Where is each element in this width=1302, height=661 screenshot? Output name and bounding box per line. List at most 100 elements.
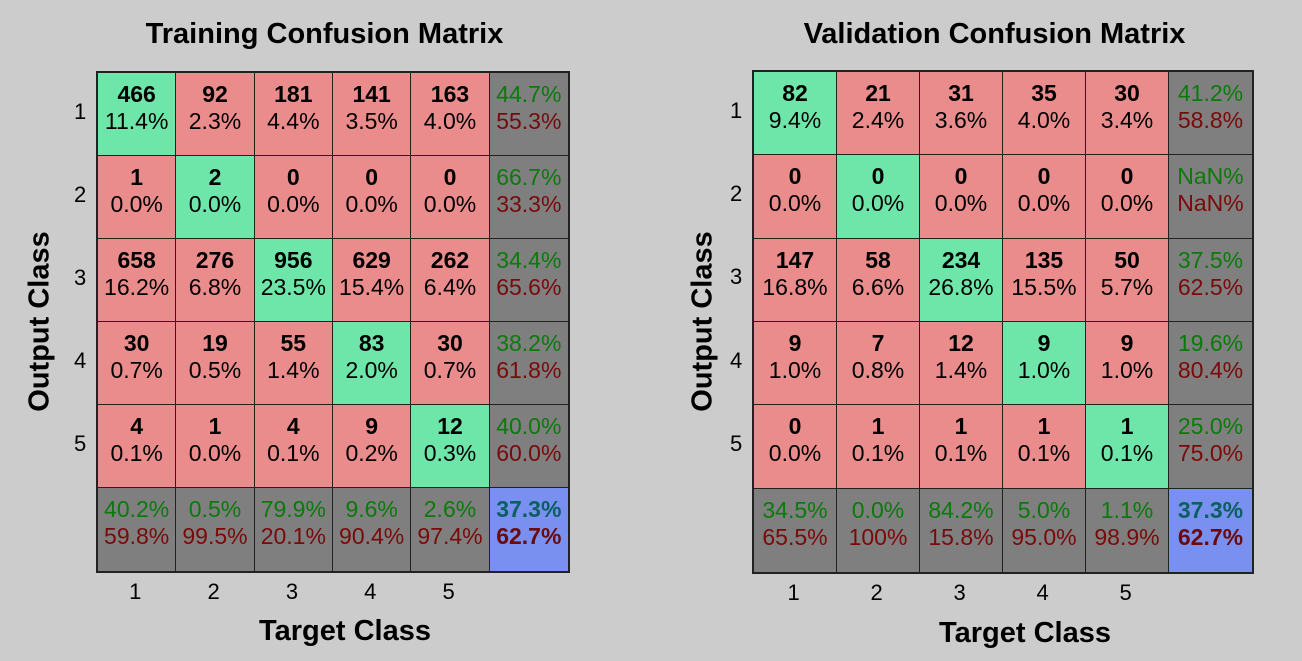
cell-count: 4 (130, 413, 144, 439)
col-summary-cell: 34.5% 65.5% (754, 488, 837, 572)
row-error-percent: 75.0% (1177, 440, 1244, 467)
y-tick-label: 3 (730, 264, 743, 290)
x-tick-label: 4 (1036, 580, 1049, 605)
cell-percent: 0.0% (768, 440, 822, 467)
matrix-cell: 0 0.0% (754, 155, 837, 239)
col-correct-percent: 40.2% (104, 496, 170, 522)
cell-percent: 0.1% (1017, 440, 1071, 467)
total-cell: 37.3% 62.7% (1169, 488, 1252, 572)
matrix-cell: 12 1.4% (920, 322, 1003, 406)
cell-percent: 16.2% (104, 274, 170, 300)
col-correct-percent: 1.1% (1100, 496, 1154, 523)
cell-count: 82 (782, 80, 808, 106)
cell-count: 466 (117, 81, 156, 107)
row-correct-percent: 41.2% (1177, 80, 1244, 106)
cell-count: 956 (274, 247, 313, 273)
matrix-cell: 141 3.5% (333, 73, 412, 156)
total-cell: 37.3% 62.7% (489, 488, 568, 571)
row-error-percent: 65.6% (496, 274, 562, 300)
cell-percent: 1.0% (768, 357, 822, 383)
row-error-percent: 55.3% (496, 108, 562, 134)
matrix-cell: 1 0.1% (837, 405, 920, 489)
cell-percent: 0.5% (188, 357, 242, 383)
total-error-percent: 62.7% (496, 523, 562, 549)
matrix-cell: 19 0.5% (176, 322, 255, 405)
col-summary-cell: 40.2% 59.8% (98, 488, 177, 571)
cell-count: 12 (948, 330, 974, 356)
cell-percent: 15.5% (1011, 273, 1077, 300)
matrix-cell: 7 0.8% (837, 322, 920, 406)
cell-percent: 0.0% (423, 191, 477, 217)
row-correct-percent: 37.5% (1177, 246, 1244, 273)
col-error-percent: 90.4% (339, 523, 405, 549)
matrix-cell: 276 6.8% (176, 239, 255, 322)
cell-percent: 2.4% (851, 107, 905, 133)
row-summary-cell: 38.2% 61.8% (489, 322, 568, 405)
col-correct-percent: 2.6% (423, 496, 477, 522)
x-tick-label: 1 (787, 580, 800, 605)
cell-count: 0 (954, 163, 968, 190)
cell-percent: 1.4% (934, 357, 988, 383)
matrix-cell: 30 3.4% (1086, 72, 1169, 156)
cell-count: 9 (1120, 330, 1134, 356)
row-correct-percent: 25.0% (1177, 413, 1244, 440)
y-tick-label: 2 (74, 181, 87, 207)
cell-percent: 0.0% (768, 190, 822, 217)
cell-count: 181 (274, 81, 313, 107)
row-correct-percent: 34.4% (496, 247, 562, 273)
matrix-cell: 58 6.6% (837, 238, 920, 322)
cell-count: 30 (1114, 80, 1140, 106)
cell-percent: 6.6% (851, 273, 905, 300)
matrix-cell: 1 0.1% (1003, 405, 1086, 489)
cell-count: 4 (286, 413, 300, 439)
cell-percent: 0.0% (1100, 190, 1154, 217)
x-axis-label: Target Class (939, 617, 1111, 649)
col-error-percent: 97.4% (417, 523, 483, 549)
cell-count: 0 (788, 413, 802, 440)
row-summary-cell: NaN% NaN% (1169, 155, 1252, 239)
matrix-cell: 0 0.0% (254, 156, 333, 239)
matrix-cell: 31 3.6% (920, 72, 1003, 156)
cell-percent: 0.7% (423, 357, 477, 383)
row-summary-cell: 19.6% 80.4% (1169, 322, 1252, 406)
col-error-percent: 99.5% (182, 523, 248, 549)
row-correct-percent: NaN% (1177, 163, 1244, 190)
cell-percent: 0.0% (851, 190, 905, 217)
cell-count: 1 (871, 413, 885, 440)
col-error-percent: 20.1% (260, 523, 326, 549)
matrix-cell: 55 1.4% (254, 322, 333, 405)
col-summary-cell: 79.9% 20.1% (254, 488, 333, 571)
cell-count: 35 (1031, 80, 1057, 106)
cell-count: 55 (280, 330, 307, 356)
cell-count: 0 (788, 163, 802, 190)
matrix-cell: 0 0.0% (333, 156, 412, 239)
cell-count: 0 (871, 163, 885, 190)
matrix-cell: 9 1.0% (1003, 322, 1086, 406)
matrix-cell: 234 26.8% (920, 238, 1003, 322)
row-error-percent: NaN% (1177, 190, 1244, 217)
row-correct-percent: 66.7% (496, 164, 562, 190)
cell-percent: 3.6% (934, 107, 988, 133)
cell-count: 1 (130, 164, 144, 190)
col-correct-percent: 84.2% (928, 496, 994, 523)
chart-title: Training Confusion Matrix (145, 18, 504, 50)
cell-percent: 4.4% (267, 108, 320, 134)
y-tick-label: 5 (730, 431, 743, 456)
row-summary-cell: 41.2% 58.8% (1169, 72, 1252, 156)
cell-percent: 3.5% (345, 108, 398, 134)
cell-percent: 4.0% (1017, 107, 1071, 133)
cell-percent: 0.0% (188, 440, 242, 466)
col-summary-cell: 5.0% 95.0% (1003, 488, 1086, 572)
cell-count: 658 (117, 247, 156, 273)
cell-count: 31 (948, 80, 974, 106)
cell-count: 21 (865, 80, 891, 106)
cell-count: 147 (775, 246, 815, 273)
cell-count: 9 (365, 413, 379, 439)
y-tick-label: 5 (74, 430, 87, 456)
matrix-cell: 4 0.1% (254, 405, 333, 488)
col-error-percent: 95.0% (1011, 523, 1077, 550)
col-correct-percent: 0.5% (188, 496, 242, 522)
cell-count: 0 (1037, 163, 1051, 190)
cell-percent: 1.0% (1100, 357, 1154, 383)
col-error-percent: 59.8% (104, 523, 170, 549)
